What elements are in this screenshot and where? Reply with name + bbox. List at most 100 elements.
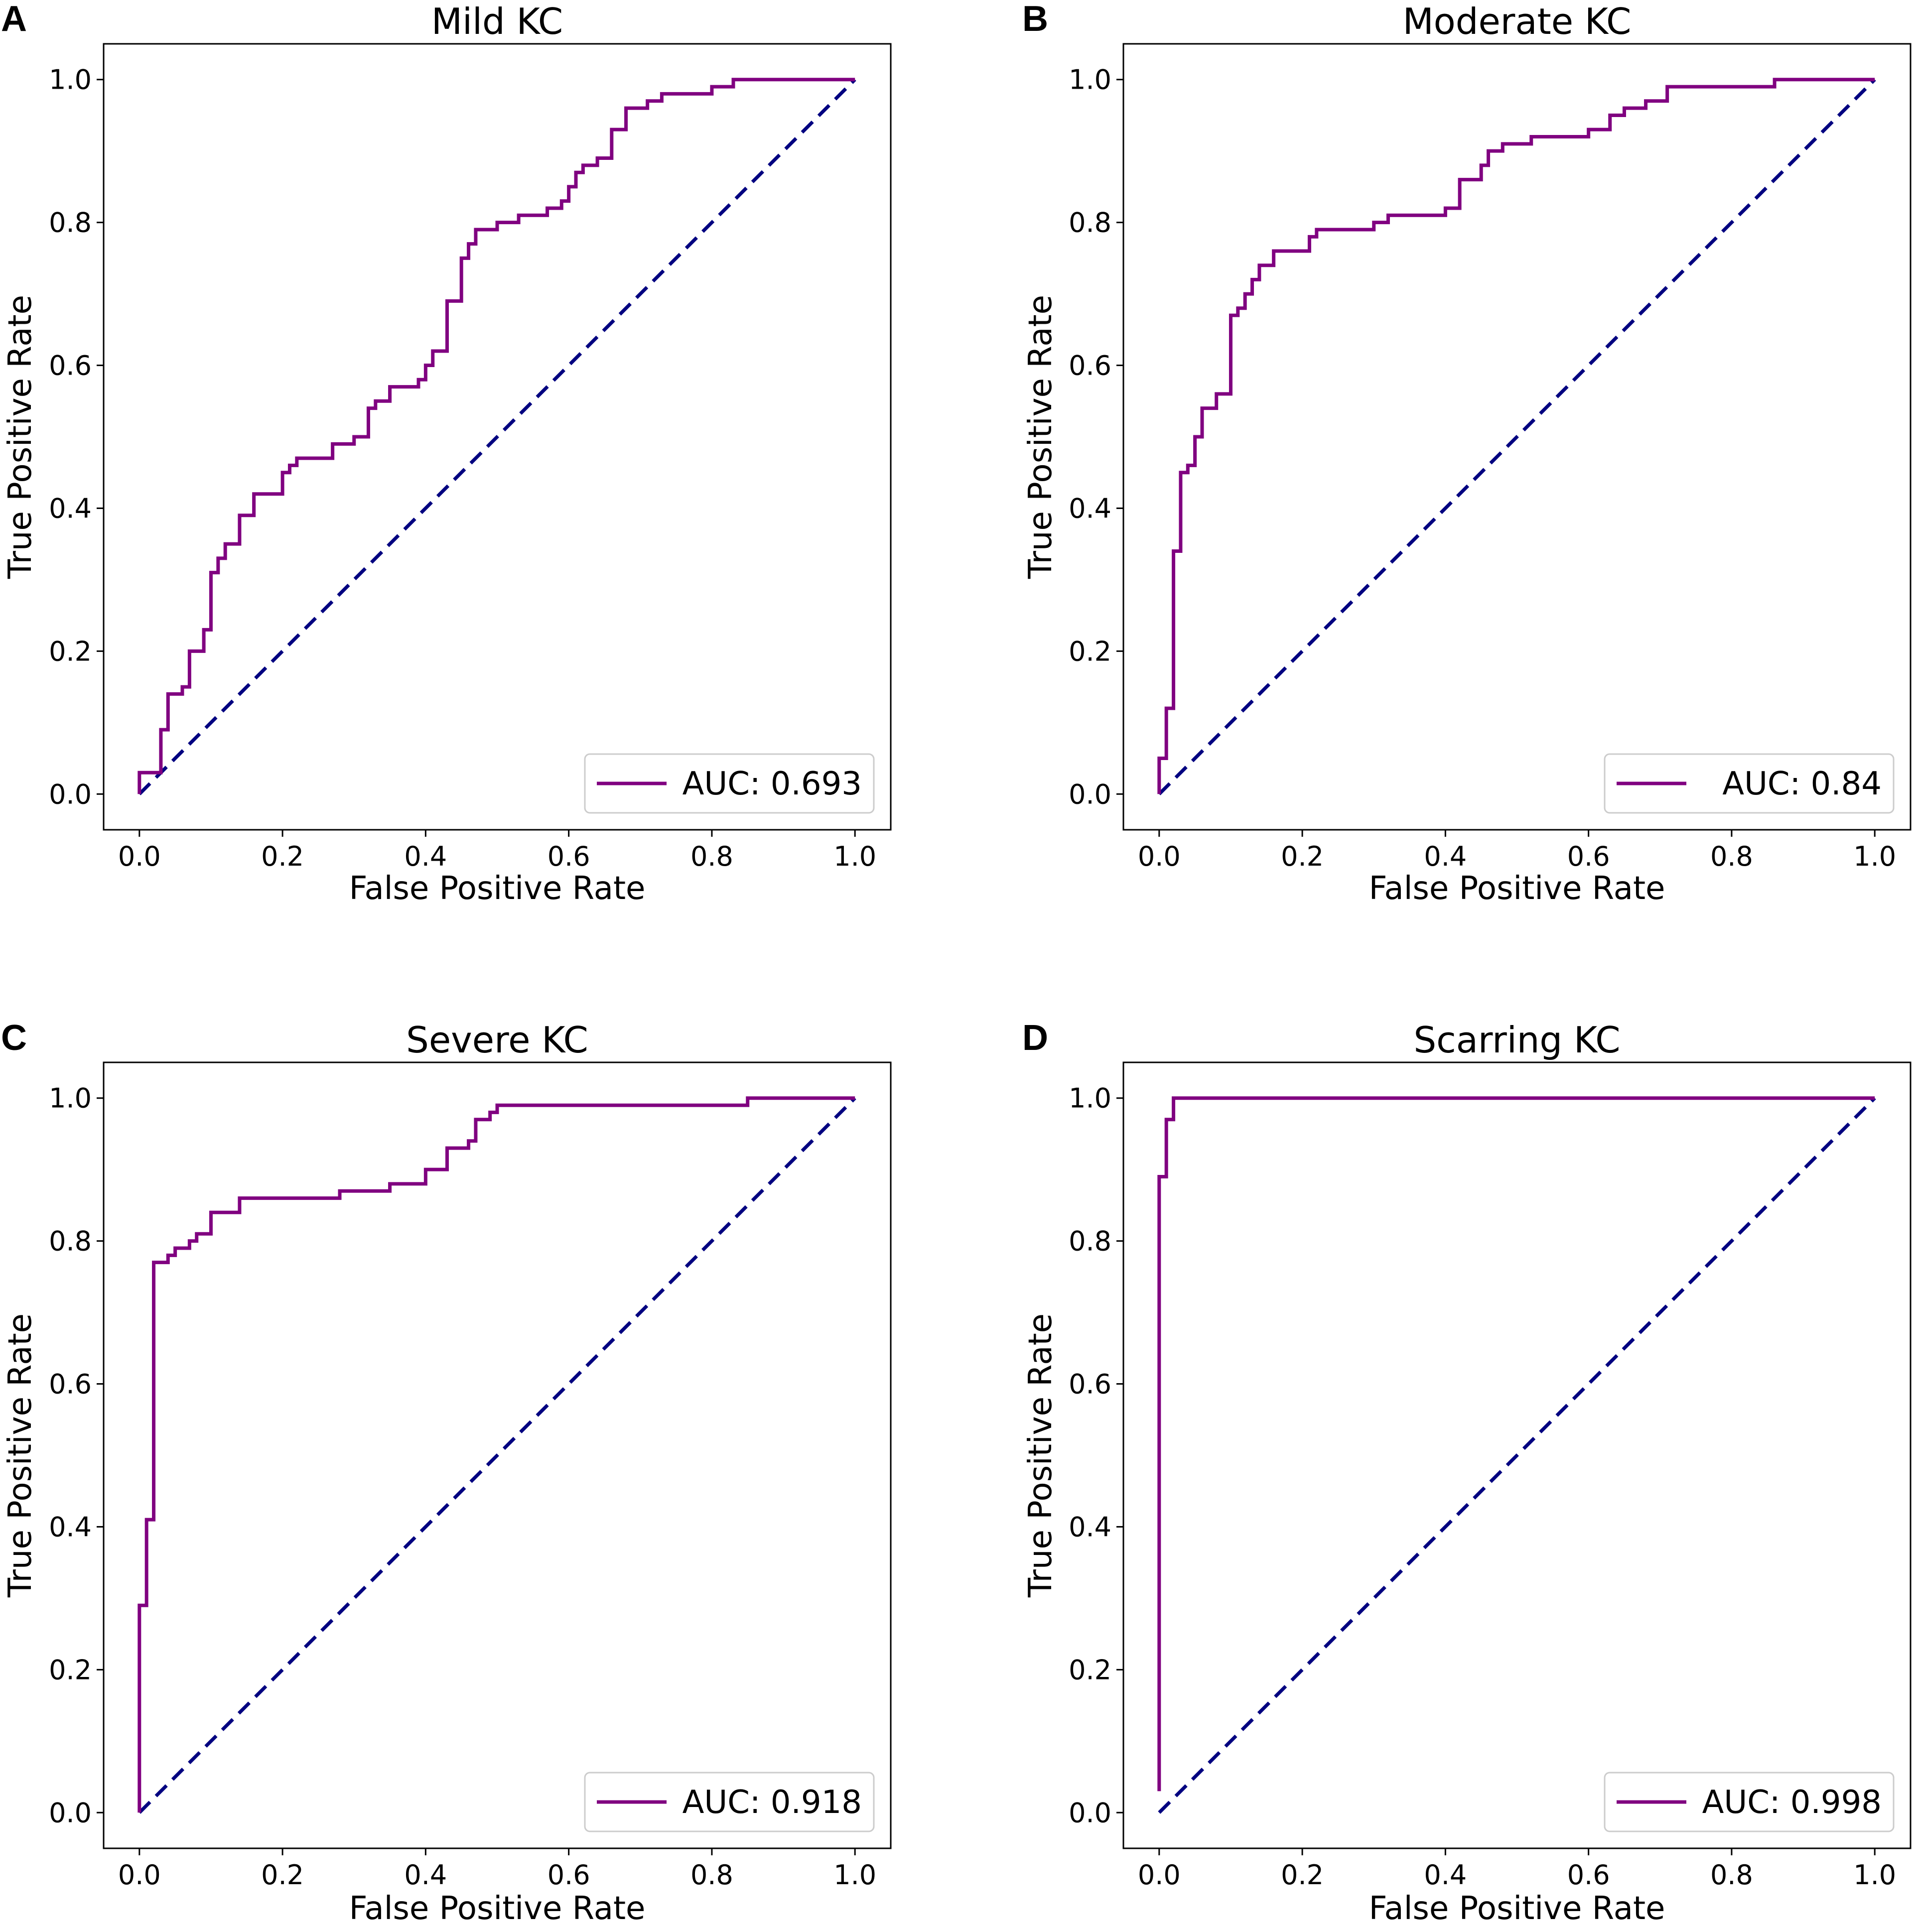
panel-severe-kc: C Severe KC True Positive Rate False Pos… xyxy=(1,1018,892,1927)
y-tick-label: 0.6 xyxy=(49,350,92,382)
y-tick-label: 0.6 xyxy=(49,1369,92,1400)
x-tick-label: 1.0 xyxy=(1853,1859,1896,1891)
x-tick-label: 0.4 xyxy=(1424,841,1467,872)
chart-title: Moderate KC xyxy=(1403,0,1632,42)
plot-frame xyxy=(103,43,892,831)
x-tick-label: 0.4 xyxy=(404,1859,447,1891)
x-tick-group: 0.0 0.2 0.4 0.6 0.8 1.0 xyxy=(118,830,876,872)
y-tick-label: 0.6 xyxy=(1069,350,1111,382)
x-tick-label: 0.6 xyxy=(548,1859,590,1891)
x-tick-label: 0.2 xyxy=(261,841,304,872)
x-tick-label: 0.6 xyxy=(548,841,590,872)
x-axis-label: False Positive Rate xyxy=(349,1890,646,1927)
y-tick-label: 1.0 xyxy=(1069,1083,1111,1114)
legend-label: AUC: 0.998 xyxy=(1702,1784,1882,1821)
y-tick-label: 0.4 xyxy=(49,1511,92,1543)
x-tick-label: 0.4 xyxy=(1424,1859,1467,1891)
x-tick-group: 0.0 0.2 0.4 0.6 0.8 1.0 xyxy=(1138,1848,1896,1891)
panel-mild-kc: A Mild KC True Positive Rate False Posit… xyxy=(1,0,892,907)
y-tick-label: 0.6 xyxy=(1069,1369,1111,1400)
y-tick-label: 0.8 xyxy=(49,1226,92,1257)
plot-frame xyxy=(1122,43,1912,831)
x-tick-label: 0.0 xyxy=(118,1859,161,1891)
y-tick-label: 0.2 xyxy=(49,636,92,667)
legend-label: AUC: 0.918 xyxy=(683,1784,862,1821)
y-axis-label: True Positive Rate xyxy=(1022,1313,1059,1598)
x-tick-label: 0.6 xyxy=(1567,841,1610,872)
x-tick-label: 0.2 xyxy=(1281,841,1324,872)
plot-frame xyxy=(103,1061,892,1849)
legend: AUC: 0.998 xyxy=(1604,1772,1895,1832)
chance-diagonal-line xyxy=(138,78,856,795)
chart-title: Severe KC xyxy=(406,1019,588,1061)
x-tick-label: 0.2 xyxy=(1281,1859,1324,1891)
y-tick-label: 0.2 xyxy=(49,1654,92,1685)
x-tick-label: 0.0 xyxy=(1138,841,1181,872)
x-tick-label: 0.2 xyxy=(261,1859,304,1891)
x-tick-label: 0.0 xyxy=(118,841,161,872)
y-tick-label: 0.2 xyxy=(1069,636,1111,667)
y-tick-label: 1.0 xyxy=(1069,64,1111,96)
y-tick-label: 0.0 xyxy=(1069,1797,1111,1828)
legend-box xyxy=(1604,1772,1895,1832)
x-tick-label: 0.0 xyxy=(1138,1859,1181,1891)
x-tick-label: 0.4 xyxy=(404,841,447,872)
chance-diagonal-line xyxy=(1158,78,1876,795)
x-tick-label: 0.8 xyxy=(690,1859,733,1891)
roc-curve-line xyxy=(1157,1096,1875,1792)
x-tick-label: 0.6 xyxy=(1567,1859,1610,1891)
x-tick-group: 0.0 0.2 0.4 0.6 0.8 1.0 xyxy=(1138,830,1896,872)
panel-scarring-kc: D Scarring KC True Positive Rate False P… xyxy=(1022,1018,1912,1927)
x-axis-label: False Positive Rate xyxy=(349,870,646,907)
y-tick-group: 0.0 0.2 0.4 0.6 0.8 1.0 xyxy=(49,1083,104,1828)
y-axis-label: True Positive Rate xyxy=(2,295,39,579)
y-tick-label: 0.0 xyxy=(1069,778,1111,810)
legend-label: AUC: 0.693 xyxy=(683,766,862,802)
panel-letter: A xyxy=(1,0,27,39)
y-tick-label: 0.0 xyxy=(49,778,92,810)
plot-frame xyxy=(1122,1061,1912,1849)
x-tick-label: 1.0 xyxy=(833,841,876,872)
y-tick-label: 0.4 xyxy=(49,493,92,524)
x-tick-group: 0.0 0.2 0.4 0.6 0.8 1.0 xyxy=(118,1848,876,1891)
roc-curve-line xyxy=(137,78,855,794)
x-tick-label: 0.8 xyxy=(1710,1859,1753,1891)
chance-diagonal-line xyxy=(138,1097,856,1814)
roc-curve-line xyxy=(1157,78,1875,794)
y-tick-label: 0.8 xyxy=(1069,207,1111,239)
x-tick-label: 1.0 xyxy=(833,1859,876,1891)
panel-letter: D xyxy=(1022,1018,1048,1058)
y-tick-label: 0.8 xyxy=(1069,1226,1111,1257)
legend-box xyxy=(1604,753,1895,814)
legend-box xyxy=(584,753,875,814)
panel-moderate-kc: B Moderate KC True Positive Rate False P… xyxy=(1022,0,1912,907)
x-tick-label: 0.8 xyxy=(1710,841,1753,872)
y-tick-label: 0.0 xyxy=(49,1797,92,1828)
y-tick-group: 0.0 0.2 0.4 0.6 0.8 1.0 xyxy=(49,64,104,810)
roc-curve-line xyxy=(137,1096,855,1813)
chance-diagonal-line xyxy=(1158,1097,1876,1814)
legend-label: AUC: 0.84 xyxy=(1722,766,1882,802)
y-tick-label: 1.0 xyxy=(49,1083,92,1114)
legend: AUC: 0.918 xyxy=(584,1772,875,1832)
panel-letter: C xyxy=(1,1018,27,1058)
y-tick-group: 0.0 0.2 0.4 0.6 0.8 1.0 xyxy=(1069,1083,1123,1828)
y-tick-label: 1.0 xyxy=(49,64,92,96)
chart-title: Scarring KC xyxy=(1413,1019,1620,1061)
y-tick-label: 0.2 xyxy=(1069,1654,1111,1685)
y-axis-label: True Positive Rate xyxy=(1022,295,1059,579)
panel-letter: B xyxy=(1022,0,1048,39)
x-axis-label: False Positive Rate xyxy=(1369,870,1665,907)
x-axis-label: False Positive Rate xyxy=(1369,1890,1665,1927)
y-tick-group: 0.0 0.2 0.4 0.6 0.8 1.0 xyxy=(1069,64,1123,810)
y-tick-label: 0.4 xyxy=(1069,493,1111,524)
x-tick-label: 1.0 xyxy=(1853,841,1896,872)
y-tick-label: 0.8 xyxy=(49,207,92,239)
legend-box xyxy=(584,1772,875,1832)
y-axis-label: True Positive Rate xyxy=(2,1313,39,1598)
legend: AUC: 0.84 xyxy=(1604,753,1895,814)
legend: AUC: 0.693 xyxy=(584,753,875,814)
y-tick-label: 0.4 xyxy=(1069,1511,1111,1543)
x-tick-label: 0.8 xyxy=(690,841,733,872)
